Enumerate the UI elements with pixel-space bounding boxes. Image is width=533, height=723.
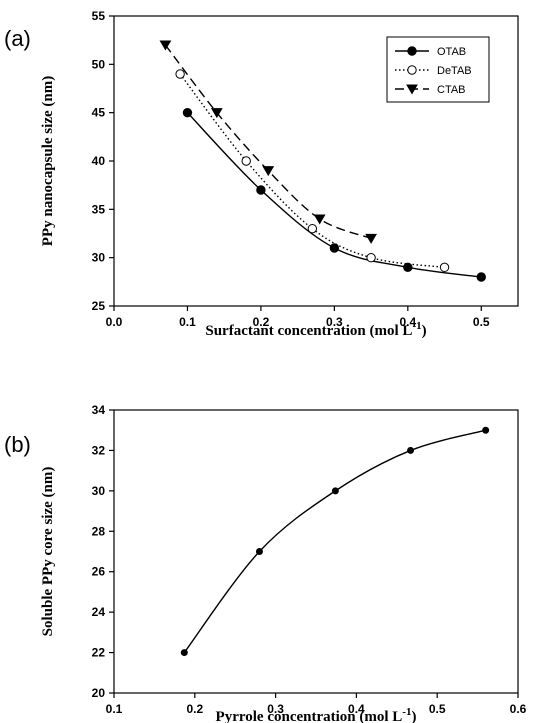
y-axis-title: PPy nanocapsule size (nm): [40, 76, 56, 246]
panel-letter: (a): [4, 26, 31, 51]
series-line-detab: [179, 73, 445, 269]
x-tick-label: 0.0: [106, 315, 123, 329]
x-tick-label: 0.2: [253, 315, 270, 329]
x-tick-label: 0.1: [179, 315, 196, 329]
data-point-detab: [175, 69, 185, 79]
x-tick-label: 0.3: [326, 315, 343, 329]
data-point-detab: [307, 223, 318, 234]
data-point-detab: [241, 156, 251, 166]
data-point-otab: [329, 243, 340, 253]
plot-frame: [113, 409, 519, 694]
data-point-1: [331, 487, 339, 495]
legend-entry: DeTAB: [437, 65, 472, 77]
panel-b: (b) 0.1 0.2 0.3 0.4 0.5 0.6 20 22 24 26 28 30 32 34 Pyr…: [4, 403, 527, 723]
x-tick-label: 0.1: [106, 702, 123, 716]
data-point-otab: [256, 185, 266, 195]
y-axis-title: Soluble PPy core size (nm): [40, 467, 56, 637]
x-tick-label: 0.5: [429, 702, 446, 716]
data-point-otab: [476, 272, 486, 282]
x-tick-label: 0.6: [510, 702, 527, 716]
data-point-legend: [406, 84, 418, 95]
series-line-ctab: [164, 44, 372, 239]
y-tick-label: 34: [92, 403, 106, 417]
x-tick-label: 0.4: [399, 315, 416, 329]
data-point-ctab: [210, 108, 223, 119]
data-point-detab: [366, 252, 376, 263]
y-tick-label: 24: [92, 605, 106, 619]
panel-a: (a) 0.0 0.1 0.2 0.3 0.4 0.5 25 30 35 40 45 50 55 Surfa…: [4, 9, 519, 339]
y-tick-label: 25: [92, 299, 106, 313]
x-tick-label: 0.2: [186, 702, 203, 716]
data-point-1: [255, 548, 263, 555]
legend-entry: CTAB: [437, 84, 466, 96]
x-tick-label: 0.4: [348, 702, 365, 716]
data-point-otab: [182, 107, 193, 118]
data-point-otab: [403, 262, 413, 273]
y-tick-label: 22: [92, 646, 106, 660]
y-tick-label: 30: [92, 251, 106, 265]
y-tick-label: 35: [92, 202, 106, 216]
legend-entry: OTAB: [437, 46, 466, 58]
data-point-ctab: [365, 233, 377, 244]
data-point-ctab: [262, 166, 275, 177]
data-point-ctab: [159, 40, 172, 51]
series-line-1: [183, 429, 486, 653]
panel-letter: (b): [4, 432, 31, 457]
x-tick-label: 0.3: [267, 702, 284, 716]
y-tick-label: 55: [92, 9, 106, 23]
data-point-1: [180, 649, 188, 657]
y-tick-label: 50: [92, 57, 106, 71]
y-tick-label: 45: [92, 106, 106, 120]
legend: OTAB DeTAB CTAB: [386, 36, 490, 103]
y-tick-label: 20: [92, 686, 106, 700]
y-tick-label: 28: [92, 524, 106, 538]
x-axis-title: Pyrrole concentration (mol L-1): [216, 706, 417, 723]
x-axis-title: Surfactant concentration (mol L-1): [205, 320, 426, 339]
data-point-ctab: [313, 214, 326, 225]
data-point-1: [482, 426, 490, 434]
y-tick-label: 30: [92, 484, 106, 498]
data-point-legend: [407, 65, 417, 75]
data-point-legend: [407, 46, 417, 56]
data-point-1: [407, 446, 415, 454]
y-tick-label: 32: [92, 443, 106, 457]
data-point-detab: [439, 262, 450, 273]
x-tick-label: 0.5: [473, 315, 490, 329]
y-tick-label: 40: [92, 154, 106, 168]
y-tick-label: 26: [92, 565, 106, 579]
